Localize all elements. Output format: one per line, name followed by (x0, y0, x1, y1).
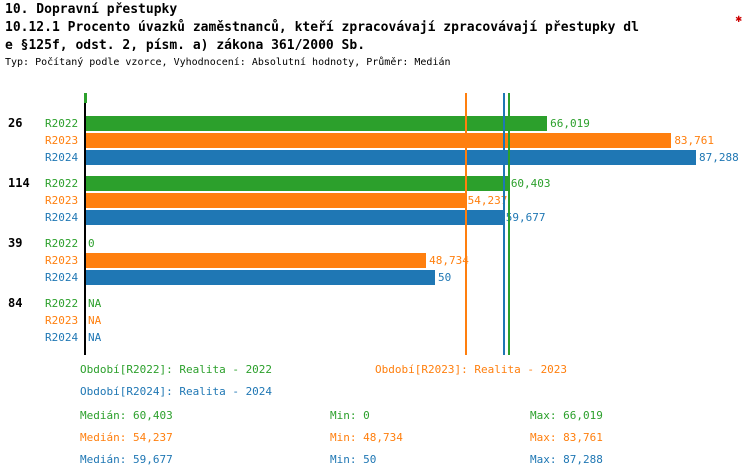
bar-r2024 (85, 210, 503, 225)
chart-groups: 26 R2022 66,019 R2023 83,761 (0, 93, 750, 355)
bar-row: R2024 59,677 (45, 209, 750, 226)
stat-min-r2024: Min: 50 (330, 453, 377, 466)
bar-track: 66,019 (85, 116, 750, 131)
bar-r2023 (85, 253, 427, 268)
group-39: 39 R2022 0 R2023 48,734 (0, 235, 750, 286)
page-subtitle-line1: 10.12.1 Procento úvazků zaměstnanců, kte… (5, 20, 639, 35)
bar-row: R2024 87,288 (45, 149, 750, 166)
bar-value-label: 87,288 (699, 151, 739, 164)
bar-r2024 (85, 270, 435, 285)
bar-track: 87,288 (85, 150, 750, 165)
stat-median-r2023: Medián: 54,237 (80, 431, 173, 444)
legend-item-r2024: Období[R2024]: Realita - 2024 (80, 385, 273, 398)
bar-value-label: 54,237 (467, 194, 508, 207)
bar-track: NA (85, 296, 750, 311)
stat-min-r2022: Min: 0 (330, 409, 370, 422)
bar-r2023 (85, 133, 672, 148)
y-axis-line (84, 93, 86, 355)
bar-track: 50 (85, 270, 750, 285)
bar-row: R2022 NA (45, 295, 750, 312)
series-label-r2024: R2024 (45, 151, 79, 164)
bar-row: R2022 60,403 (45, 175, 750, 192)
bar-r2022 (85, 116, 548, 131)
bar-track: 60,403 (85, 176, 750, 191)
group-label: 26 (8, 116, 23, 130)
bar-track: 83,761 (85, 133, 750, 148)
stat-median-r2022: Medián: 60,403 (80, 409, 173, 422)
stat-min-r2023: Min: 48,734 (330, 431, 403, 444)
stat-median-r2024: Medián: 59,677 (80, 453, 173, 466)
bar-r2022 (85, 176, 508, 191)
stat-max-r2022: Max: 66,019 (530, 409, 603, 422)
bar-row: R2024 NA (45, 329, 750, 346)
bar-value-label: 60,403 (510, 177, 551, 190)
bar-value-label: NA (88, 297, 102, 310)
series-label-r2024: R2024 (45, 271, 79, 284)
bar-value-label: 0 (88, 237, 95, 250)
series-label-r2023: R2023 (45, 314, 79, 327)
series-label-r2022: R2022 (45, 117, 79, 130)
group-rows: R2022 60,403 R2023 54,237 R2024 (45, 175, 750, 226)
median-line-r2024 (503, 93, 506, 355)
group-label: 84 (8, 296, 23, 310)
group-label: 114 (8, 176, 30, 190)
legend-and-stats: Období[R2022]: Realita - 2022 Období[R20… (0, 363, 750, 474)
bar-chart: 26 R2022 66,019 R2023 83,761 (0, 93, 750, 355)
bar-track: 0 (85, 236, 750, 251)
group-26: 26 R2022 66,019 R2023 83,761 (0, 115, 750, 166)
bar-value-label: 48,734 (429, 254, 469, 267)
group-label: 39 (8, 236, 23, 250)
bar-value-label: 83,761 (674, 134, 715, 147)
median-line-r2023 (465, 93, 468, 355)
bar-value-label: 66,019 (550, 117, 590, 130)
bar-row: R2022 0 (45, 235, 750, 252)
bar-track: NA (85, 313, 750, 328)
bar-row: R2023 83,761 (45, 132, 750, 149)
legend-item-r2022: Období[R2022]: Realita - 2022 (80, 363, 273, 376)
bar-row: R2022 66,019 (45, 115, 750, 132)
series-label-r2023: R2023 (45, 194, 79, 207)
series-label-r2024: R2024 (45, 211, 79, 224)
bar-row: R2023 48,734 (45, 252, 750, 269)
group-rows: R2022 NA R2023 NA R2024 (45, 295, 750, 346)
median-lines-overlay (86, 93, 750, 355)
chart-meta: Typ: Počítaný podle vzorce, Vyhodnocení:… (5, 57, 451, 68)
stat-max-r2023: Max: 83,761 (530, 431, 603, 444)
series-label-r2022: R2022 (45, 237, 79, 250)
bar-track: 59,677 (85, 210, 750, 225)
bar-track: 48,734 (85, 253, 750, 268)
red-corner-marker: ✱ (735, 12, 742, 25)
group-rows: R2022 0 R2023 48,734 R2024 (45, 235, 750, 286)
bar-r2024 (85, 150, 697, 165)
bar-value-label: 50 (438, 271, 452, 284)
group-rows: R2022 66,019 R2023 83,761 R2024 (45, 115, 750, 166)
series-label-r2024: R2024 (45, 331, 79, 344)
stat-max-r2024: Max: 87,288 (530, 453, 603, 466)
series-label-r2022: R2022 (45, 177, 79, 190)
bar-row: R2024 50 (45, 269, 750, 286)
bar-row: R2023 NA (45, 312, 750, 329)
median-line-r2022 (508, 93, 511, 355)
bar-value-label: 59,677 (505, 211, 546, 224)
series-label-r2023: R2023 (45, 254, 79, 267)
legend-item-r2023: Období[R2023]: Realita - 2023 (375, 363, 568, 376)
bar-row: R2023 54,237 (45, 192, 750, 209)
group-84: 84 R2022 NA R2023 NA R20 (0, 295, 750, 346)
bar-value-label: NA (88, 331, 102, 344)
bar-value-label: NA (88, 314, 102, 327)
bar-track: NA (85, 330, 750, 345)
group-114: 114 R2022 60,403 R2023 54,237 (0, 175, 750, 226)
axis-top-tick (84, 93, 87, 103)
page-subtitle-line2: e §125f, odst. 2, písm. a) zákona 361/20… (5, 38, 366, 53)
bar-track: 54,237 (85, 193, 750, 208)
series-label-r2022: R2022 (45, 297, 79, 310)
page-title: 10. Dopravní přestupky (5, 2, 178, 17)
series-label-r2023: R2023 (45, 134, 79, 147)
bar-r2023 (85, 193, 465, 208)
